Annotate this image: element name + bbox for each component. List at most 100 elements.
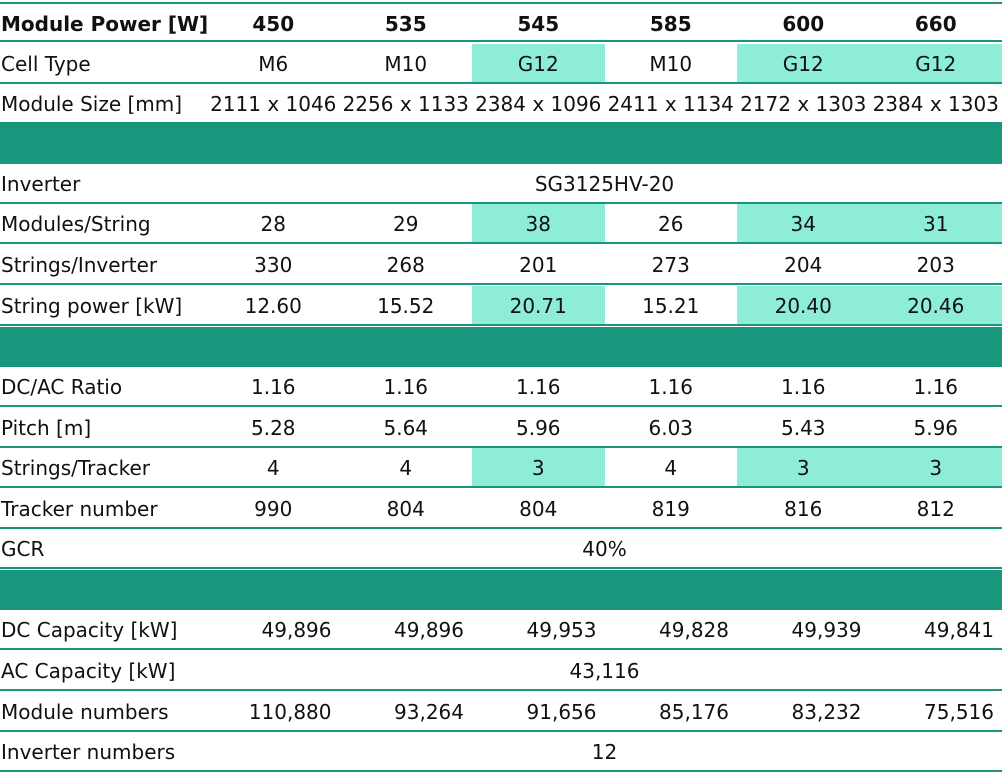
- table-row: DC/AC Ratio 1.16 1.16 1.16 1.16 1.16 1.1…: [0, 367, 1002, 407]
- highlighted-cell: G12: [737, 44, 870, 82]
- merged-cell: 12: [591, 740, 618, 764]
- table-cell: M6: [258, 52, 289, 76]
- table-cell: 273: [651, 253, 690, 277]
- row-label: AC Capacity [kW]: [1, 659, 176, 683]
- table-cell: 1.16: [383, 375, 429, 399]
- table-row: Inverter SG3125HV-20: [0, 164, 1002, 204]
- row-label: DC Capacity [kW]: [1, 618, 178, 642]
- row-label: DC/AC Ratio: [1, 375, 123, 399]
- table-cell: 49,896: [261, 618, 332, 642]
- table-cell: M10: [649, 52, 693, 76]
- table-cell: 6.03: [648, 416, 694, 440]
- table-cell: 204: [784, 253, 823, 277]
- header-cell: 600: [782, 12, 825, 36]
- table-cell: 49,939: [791, 618, 862, 642]
- table-cell: 85,176: [659, 700, 729, 724]
- table-cell: 1.16: [515, 375, 561, 399]
- table-cell: 804: [386, 497, 425, 521]
- table-cell: 4: [399, 456, 413, 480]
- table-row: Inverter numbers 12: [0, 732, 1002, 772]
- table-cell: 1.16: [780, 375, 826, 399]
- table-cell: 5.28: [250, 416, 296, 440]
- section-band: [0, 327, 1002, 367]
- table-cell: 26: [658, 212, 684, 236]
- header-cell: 660: [914, 12, 957, 36]
- section-band: [0, 124, 1002, 164]
- table-cell: M10: [384, 52, 428, 76]
- table-cell: 2384 x 1096: [475, 92, 602, 116]
- row-label: Cell Type: [1, 52, 91, 76]
- header-label: Module Power [W]: [1, 12, 209, 36]
- highlighted-cell: 38: [472, 204, 605, 242]
- table-cell: 5.96: [515, 416, 561, 440]
- table-cell: 990: [254, 497, 293, 521]
- row-label: Module Size [mm]: [1, 92, 183, 116]
- table-cell: 93,264: [394, 700, 464, 724]
- table-cell: 819: [651, 497, 690, 521]
- table-cell: 29: [393, 212, 419, 236]
- row-label: Strings/Inverter: [1, 253, 158, 277]
- row-label: Modules/String: [1, 212, 151, 236]
- table-cell: 804: [519, 497, 558, 521]
- table-cell: 49,953: [526, 618, 597, 642]
- table-cell: 203: [916, 253, 955, 277]
- table-cell: 49,896: [394, 618, 464, 642]
- table-cell: 28: [260, 212, 286, 236]
- header-cell: 450: [252, 12, 295, 36]
- table-cell: 4: [266, 456, 280, 480]
- table-row: AC Capacity [kW] 43,116: [0, 651, 1002, 691]
- header-cell: 585: [649, 12, 692, 36]
- row-label: Inverter: [1, 172, 81, 196]
- table-cell: 2256 x 1133: [342, 92, 469, 116]
- highlighted-cell: 20.46: [869, 286, 1002, 324]
- table-cell: 268: [386, 253, 425, 277]
- table-cell: 75,516: [924, 700, 994, 724]
- table-row: Modules/String 28 29 38 26 34 31: [0, 204, 1002, 244]
- table-cell: 201: [519, 253, 558, 277]
- highlighted-cell: 34: [737, 204, 870, 242]
- table-cell: 816: [784, 497, 823, 521]
- table-cell: 2411 x 1134: [607, 92, 734, 116]
- highlighted-cell: G12: [869, 44, 1002, 82]
- table-cell: 2172 x 1303: [740, 92, 867, 116]
- table-cell: 1.16: [250, 375, 296, 399]
- highlighted-cell: 3: [737, 448, 870, 486]
- table-row: GCR 40%: [0, 529, 1002, 569]
- highlighted-cell: 31: [869, 204, 1002, 242]
- table-cell: 5.96: [913, 416, 959, 440]
- table-cell: 91,656: [526, 700, 597, 724]
- table-cell: 5.43: [780, 416, 826, 440]
- table-cell: 12.60: [244, 294, 302, 318]
- table-row: Module Size [mm] 2111 x 1046 2256 x 1133…: [0, 84, 1002, 124]
- table-row: DC Capacity [kW] 49,896 49,896 49,953 49…: [0, 610, 1002, 650]
- row-label: Pitch [m]: [1, 416, 92, 440]
- row-label: Tracker number: [1, 497, 158, 521]
- table-cell: 49,841: [924, 618, 994, 642]
- table-row: Strings/Tracker 4 4 3 4 3 3: [0, 448, 1002, 488]
- table-cell: 2111 x 1046: [210, 92, 337, 116]
- merged-cell: 43,116: [569, 659, 640, 683]
- table-cell: 49,828: [659, 618, 729, 642]
- row-label: Inverter numbers: [1, 740, 176, 764]
- table-row: String power [kW] 12.60 15.52 20.71 15.2…: [0, 286, 1002, 326]
- header-cell: 545: [517, 12, 560, 36]
- table-row: Tracker number 990 804 804 819 816 812: [0, 489, 1002, 529]
- row-label: GCR: [1, 537, 45, 561]
- table-cell: 1.16: [648, 375, 694, 399]
- table-cell: 110,880: [248, 700, 332, 724]
- highlighted-cell: 3: [472, 448, 605, 486]
- merged-cell: SG3125HV-20: [534, 172, 675, 196]
- table-cell: 5.64: [383, 416, 429, 440]
- highlighted-cell: 3: [869, 448, 1002, 486]
- table-cell: 2384 x 1303: [872, 92, 999, 116]
- highlighted-cell: 20.40: [737, 286, 870, 324]
- table-row: Module numbers 110,880 93,264 91,656 85,…: [0, 692, 1002, 732]
- header-cell: 535: [384, 12, 427, 36]
- highlighted-cell: 20.71: [472, 286, 605, 324]
- row-label: Strings/Tracker: [1, 456, 150, 480]
- table-cell: 812: [916, 497, 955, 521]
- table-cell: 83,232: [791, 700, 862, 724]
- table-cell: 1.16: [913, 375, 959, 399]
- table-cell: 330: [254, 253, 293, 277]
- table-cell: 15.21: [642, 294, 700, 318]
